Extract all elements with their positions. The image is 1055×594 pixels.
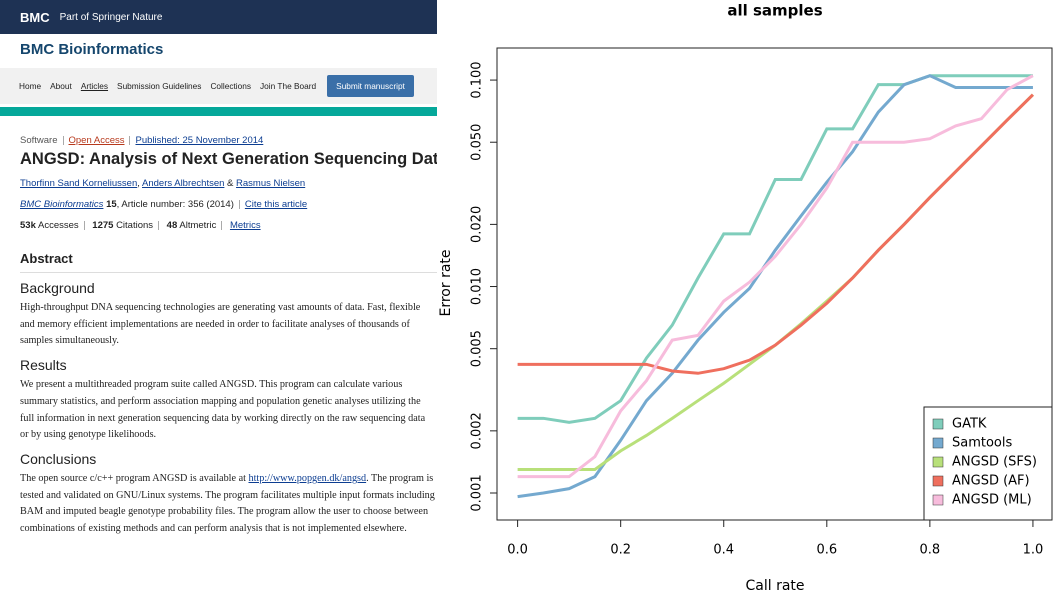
plot-frame [496, 47, 1053, 521]
metric-value: 48 [166, 220, 178, 231]
legend-swatch [932, 456, 944, 468]
chart-title: all samples [727, 2, 822, 20]
volume: 15 [106, 199, 117, 210]
abstract-heading: Abstract [20, 251, 437, 273]
legend-label: Samtools [952, 436, 1012, 451]
section-heading: Conclusions [20, 450, 97, 467]
legend-swatch [932, 475, 944, 487]
authors: Thorfinn Sand Korneliussen, Anders Albre… [20, 178, 306, 189]
y-axis-label: Error rate [438, 249, 454, 316]
logo[interactable]: BMC [20, 9, 50, 25]
metric-label: Citations [116, 220, 154, 231]
legend-swatch [932, 437, 944, 449]
article-number: , Article number: 356 (2014) [116, 199, 234, 210]
citation-line: BMC Bioinformatics 15, Article number: 3… [0, 199, 437, 210]
text: . The program is tested and validated on… [20, 472, 435, 535]
metrics-line: 53k Accesses 1275 Citations 48 Altmetric… [0, 220, 437, 231]
legend-label: ANGSD (SFS) [952, 455, 1037, 470]
stripe [0, 107, 437, 116]
open-access[interactable]: Open Access [68, 135, 125, 146]
y-tick-label: 0.005 [470, 330, 485, 367]
nav-bar: Home About Articles Submission Guideline… [0, 68, 437, 104]
chart: all samples Call rate Error rate 0.001 0.… [438, 2, 1053, 594]
submit-button[interactable]: Submit manuscript [327, 75, 414, 97]
nav-item[interactable]: Collections [210, 81, 252, 91]
section-text: We present a multithreaded program suite… [20, 379, 426, 441]
metric-value: 1275 [92, 220, 114, 231]
x-tick-label: 1.0 [1023, 543, 1044, 558]
url-link[interactable]: http://www.popgen.dk/angsd [248, 472, 367, 484]
y-tick-label: 0.100 [470, 61, 485, 98]
author[interactable]: Anders Albrechtsen [142, 178, 225, 189]
y-tick-label: 0.010 [470, 268, 485, 305]
legend-swatch [932, 494, 944, 506]
legend-label: ANGSD (ML) [952, 493, 1032, 508]
cite-link[interactable]: Cite this article [244, 199, 308, 210]
legend-box [923, 406, 1053, 521]
journal-link[interactable]: BMC Bioinformatics [20, 199, 104, 210]
nav-item[interactable]: Home [19, 81, 42, 91]
section-text: The open source c/c++ program ANGSD is a… [20, 471, 436, 538]
series-line [517, 74, 1034, 479]
x-tick-label: 0.2 [610, 543, 631, 558]
metric-value: 53k [20, 220, 36, 231]
series-line [517, 74, 1033, 424]
x-axis-label: Call rate [745, 578, 804, 594]
y-tick-label: 0.020 [470, 206, 485, 243]
published[interactable]: Published: 25 November 2014 [135, 135, 264, 146]
nav-item[interactable]: Join The Board [260, 81, 317, 91]
x-tick-label: 0.8 [920, 543, 941, 558]
tagline: Part of Springer Nature [59, 11, 163, 23]
legend-label: GATK [952, 417, 987, 432]
conjunction: & [227, 178, 234, 189]
x-tick-label: 0.6 [816, 543, 837, 558]
journal-name[interactable]: BMC Bioinformatics [20, 41, 164, 58]
metric-label: Altmetric [179, 220, 217, 231]
y-tick-label: 0.050 [470, 124, 485, 161]
author[interactable]: Rasmus Nielsen [236, 178, 306, 189]
nav-item[interactable]: Submission Guidelines [117, 81, 202, 91]
top-bar: BMC Part of Springer Nature [0, 0, 437, 34]
article-page: BMC Part of Springer Nature BMC Bioinfor… [0, 0, 437, 594]
article-type: Software [20, 135, 58, 146]
metrics-link[interactable]: Metrics [229, 220, 261, 231]
legend-label: ANGSD (AF) [952, 474, 1030, 489]
article-title: ANGSD: Analysis of Next Generation Seque… [20, 150, 437, 168]
y-tick-label: 0.002 [470, 412, 485, 449]
legend-swatch [932, 418, 944, 430]
text: The open source c/c++ program ANGSD is a… [20, 472, 249, 484]
nav-item[interactable]: Articles [80, 81, 109, 91]
x-tick-label: 0.0 [507, 543, 528, 558]
section-text: High-throughput DNA sequencing technolog… [20, 302, 421, 347]
x-tick-label: 0.4 [713, 543, 734, 558]
section-heading: Results [20, 357, 67, 374]
metric-label: Accesses [37, 220, 79, 231]
article-meta: Software Open Access Published: 25 Novembe… [0, 135, 437, 146]
y-tick-label: 0.001 [470, 474, 485, 511]
author[interactable]: Thorfinn Sand Korneliussen [20, 178, 138, 189]
section-heading: Background [20, 280, 95, 296]
series-line [517, 93, 1034, 375]
nav-item[interactable]: About [50, 81, 72, 91]
